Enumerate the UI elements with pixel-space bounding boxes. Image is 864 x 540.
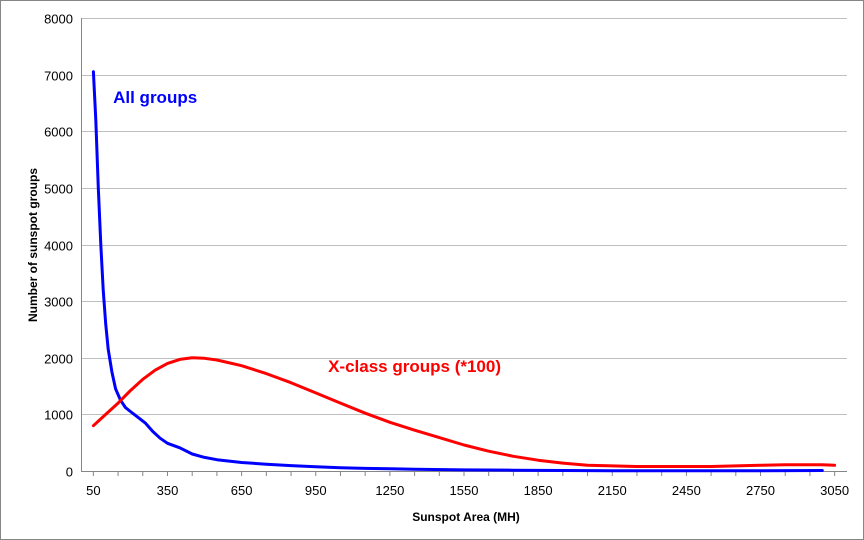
axes — [81, 18, 847, 476]
x-tick-label: 650 — [231, 483, 253, 498]
x-axis-title: Sunspot Area (MH) — [412, 510, 520, 524]
x-tick-label: 1550 — [450, 483, 479, 498]
y-tick-labels: 0 1000 2000 3000 4000 5000 6000 7000 8000 — [44, 12, 73, 480]
series-label-all-groups: All groups — [113, 88, 197, 107]
gridlines — [81, 18, 847, 415]
series-labels: All groups X-class groups (*100) — [113, 88, 501, 376]
x-tick-labels: 50 350 650 950 1250 1550 1850 2150 2450 2750 3050 — [86, 483, 849, 498]
x-tick-label: 350 — [157, 483, 179, 498]
series-label-x-class-groups: X-class groups (*100) — [328, 357, 501, 376]
x-tick-label: 3050 — [820, 483, 849, 498]
y-tick-label: 5000 — [44, 182, 73, 197]
y-tick-label: 0 — [66, 465, 73, 480]
y-tick-label: 8000 — [44, 12, 73, 27]
series-line-x-class-groups — [91, 356, 837, 468]
y-tick-label: 2000 — [44, 352, 73, 367]
y-tick-label: 6000 — [44, 125, 73, 140]
series-lines — [91, 70, 837, 473]
x-tick-label: 950 — [305, 483, 327, 498]
y-tick-label: 4000 — [44, 239, 73, 254]
y-axis-title: Number of sunspot groups — [26, 168, 40, 322]
x-tick-label: 1250 — [375, 483, 404, 498]
x-tick-label: 2750 — [746, 483, 775, 498]
x-tick-label: 2450 — [672, 483, 701, 498]
y-tick-label: 3000 — [44, 295, 73, 310]
x-tick-label: 2150 — [598, 483, 627, 498]
x-tick-label: 1850 — [524, 483, 553, 498]
y-tick-label: 1000 — [44, 408, 73, 423]
y-tick-label: 7000 — [44, 69, 73, 84]
x-tick-label: 50 — [86, 483, 100, 498]
series-line-all-groups — [91, 70, 824, 473]
